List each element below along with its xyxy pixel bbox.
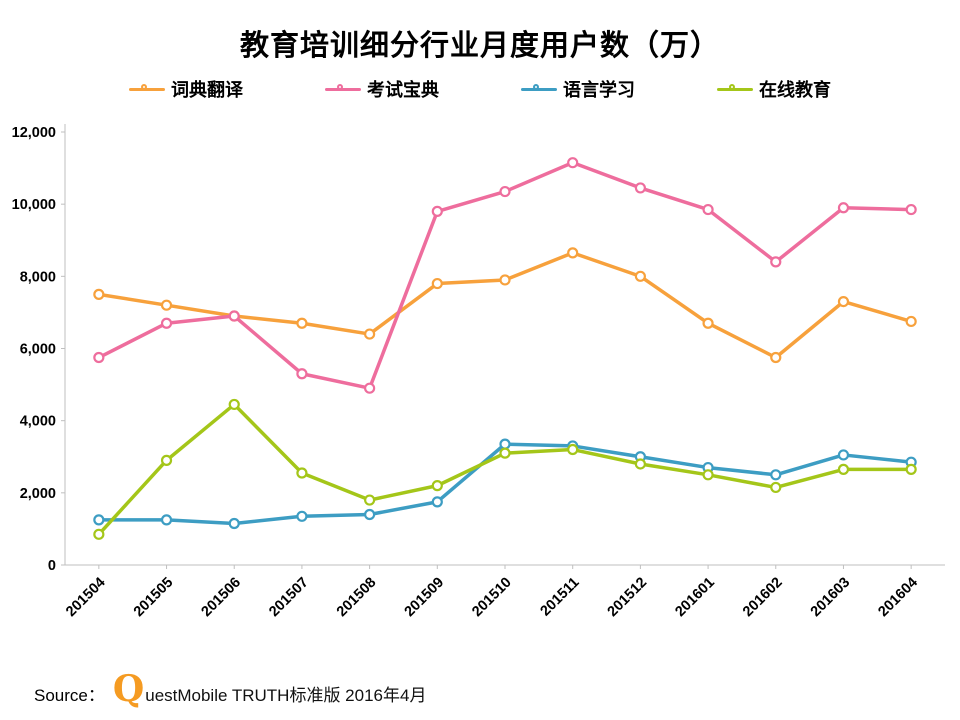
legend-item-2: 考试宝典 xyxy=(325,76,439,102)
x-axis-tick-label: 201507 xyxy=(266,575,312,621)
y-axis-tick-label: 0 xyxy=(48,558,56,574)
questmobile-q-logo: Q xyxy=(112,668,145,710)
source-label: Source： xyxy=(34,686,105,705)
data-point-marker xyxy=(499,274,511,286)
legend-marker-icon xyxy=(325,83,361,96)
data-point-marker xyxy=(228,310,240,322)
legend-label: 在线教育 xyxy=(759,80,831,100)
legend-item-1: 词典翻译 xyxy=(129,76,243,102)
data-point-marker xyxy=(770,469,782,481)
x-axis-tick-label: 201504 xyxy=(63,575,109,621)
data-point-marker xyxy=(499,185,511,198)
legend-label: 考试宝典 xyxy=(367,80,439,100)
data-point-marker xyxy=(93,288,105,300)
x-axis-tick-label: 201604 xyxy=(875,575,921,621)
data-point-marker xyxy=(499,438,511,450)
data-point-marker xyxy=(296,510,308,522)
legend-marker-icon xyxy=(717,83,753,96)
legend-label: 词典翻译 xyxy=(171,80,243,100)
data-point-marker xyxy=(770,481,782,494)
data-point-marker xyxy=(702,203,714,216)
x-axis-tick-label: 201602 xyxy=(740,575,786,621)
y-axis-tick-label: 8,000 xyxy=(20,269,56,285)
data-point-marker xyxy=(431,205,443,217)
legend-label: 语言学习 xyxy=(563,80,635,100)
data-point-marker xyxy=(93,514,105,526)
data-point-marker xyxy=(634,270,646,282)
x-axis-tick-label: 201509 xyxy=(402,575,448,621)
data-point-marker xyxy=(160,299,173,311)
data-point-marker xyxy=(770,351,782,364)
data-point-marker xyxy=(228,517,240,530)
x-axis-tick-label: 201603 xyxy=(808,575,854,621)
data-point-marker xyxy=(905,463,917,475)
data-point-marker xyxy=(702,469,714,481)
series-line-词典翻译 xyxy=(97,251,913,360)
data-point-marker xyxy=(567,247,579,259)
data-point-marker xyxy=(431,496,443,508)
data-point-marker xyxy=(364,508,376,521)
y-axis-tick-label: 6,000 xyxy=(20,342,56,358)
data-point-marker xyxy=(160,454,173,466)
data-point-marker xyxy=(364,328,376,340)
data-point-marker xyxy=(634,458,646,470)
data-point-marker xyxy=(296,368,308,380)
x-axis-tick-label: 201508 xyxy=(334,575,380,621)
data-point-marker xyxy=(296,467,308,479)
data-point-marker xyxy=(160,514,173,526)
data-point-marker xyxy=(905,315,917,328)
x-axis-tick-label: 201511 xyxy=(538,575,583,620)
legend-marker-icon xyxy=(129,83,165,96)
legend-item-4: 在线教育 xyxy=(717,76,831,102)
legend-item-3: 语言学习 xyxy=(521,76,635,102)
data-point-marker xyxy=(499,447,511,459)
data-point-marker xyxy=(431,277,443,290)
data-point-marker xyxy=(296,317,308,329)
data-point-marker xyxy=(93,528,105,540)
x-axis-tick-label: 201510 xyxy=(469,575,515,621)
data-point-marker xyxy=(837,202,850,214)
data-point-marker xyxy=(364,494,376,506)
chart-title: 教育培训细分行业月度用户数（万） xyxy=(239,30,720,62)
data-point-marker xyxy=(770,256,782,268)
y-axis-tick-label: 2,000 xyxy=(20,486,56,502)
data-point-marker xyxy=(702,317,714,329)
legend: 词典翻译 考试宝典 语言学习 在线教育 xyxy=(0,76,960,102)
legend-marker-icon xyxy=(521,83,557,96)
line-chart-svg: 0 2,000 4,000 6,000 8,000 10,000 12,000 201504 2… xyxy=(12,124,945,621)
data-point-marker xyxy=(905,203,917,216)
y-axis-tick-label: 4,000 xyxy=(20,414,56,430)
data-point-marker xyxy=(364,382,376,394)
data-point-marker xyxy=(837,295,850,308)
data-point-marker xyxy=(431,480,443,492)
data-point-marker xyxy=(634,182,646,194)
x-axis-tick-label: 201505 xyxy=(131,575,177,621)
x-axis-tick-label: 201601 xyxy=(672,575,718,621)
data-point-marker xyxy=(160,317,173,329)
source-line: Source： Q uestMobile TRUTH标准版 2016年4月 xyxy=(34,668,427,710)
line-chart: 0 2,000 4,000 6,000 8,000 10,000 12,000 201504 2… xyxy=(0,112,960,672)
data-point-marker xyxy=(837,463,850,475)
y-axis-tick-label: 12,000 xyxy=(12,125,56,141)
y-axis-tick-label: 10,000 xyxy=(12,197,56,213)
source-text: uestMobile TRUTH标准版 2016年4月 xyxy=(145,686,427,705)
x-axis-tick-label: 201506 xyxy=(199,575,245,621)
data-point-marker xyxy=(567,157,579,169)
data-point-marker xyxy=(567,443,579,456)
x-axis-tick-label: 201512 xyxy=(605,575,651,621)
data-point-marker xyxy=(93,351,105,364)
data-point-marker xyxy=(837,449,850,461)
data-point-marker xyxy=(228,398,240,411)
